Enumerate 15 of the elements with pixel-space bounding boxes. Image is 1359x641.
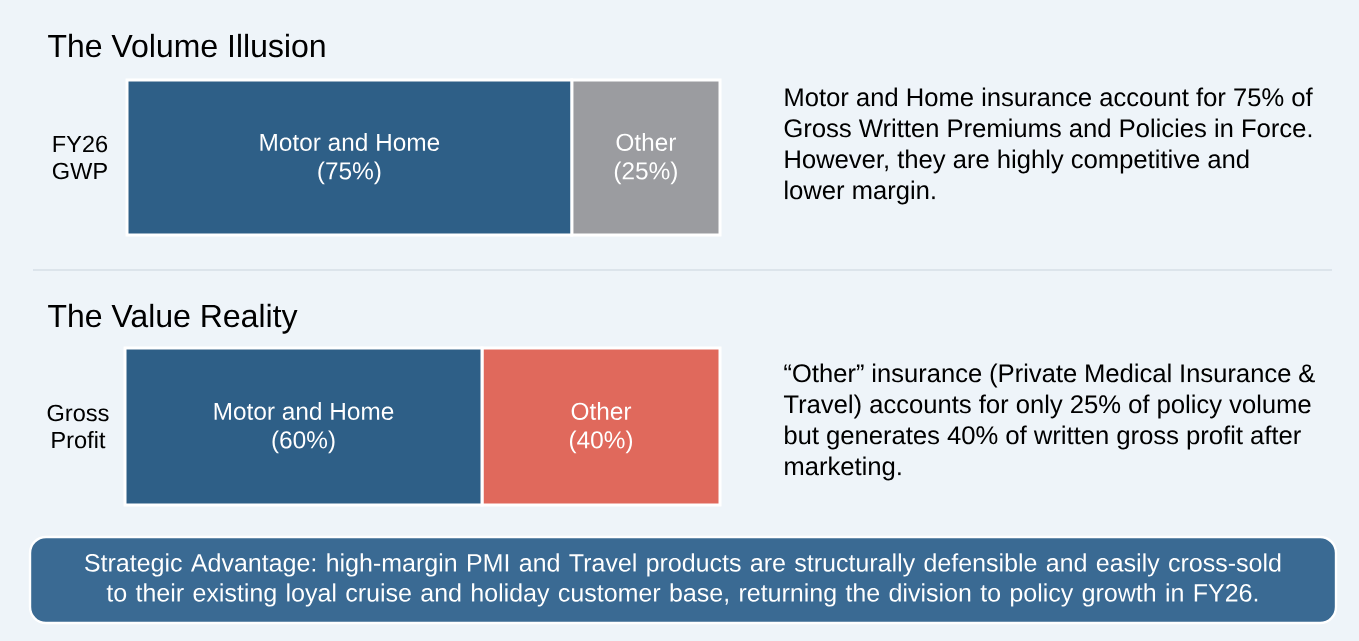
series-label: Other xyxy=(571,402,632,420)
series-label: Motor and Home xyxy=(214,402,394,420)
data-label: (40%) xyxy=(569,430,633,454)
data-label: (75%) xyxy=(318,161,381,185)
text: Motor and Home insurance account for 75% of Gross Written Premiums and Policies in Force. However, they are highly competitive and lower margin. xyxy=(784,87,1313,205)
data-label: (60%) xyxy=(272,430,335,454)
data-label: (25%) xyxy=(614,161,677,185)
chart-title: The Volume Illusion xyxy=(48,33,325,58)
y-tick-label: FY26 GWP xyxy=(52,135,108,180)
y-tick-label: Gross Profit xyxy=(47,404,109,449)
chart-title: The Value Reality xyxy=(48,303,298,334)
series-label: Motor and Home xyxy=(260,133,440,151)
text: Strategic Advantage: high-margin PMI and Travel products are structurally defensible and easily cross-sold to their existing loyal cruise and holiday customer base, returning the division to policy growth in FY26. xyxy=(85,553,1281,607)
text: “Other” insurance (Private Medical Insurance & Travel) accounts for only 25% of policy volume but generates 40% of written gross profit after marketing. xyxy=(783,363,1315,481)
series-label: Other xyxy=(616,133,676,151)
